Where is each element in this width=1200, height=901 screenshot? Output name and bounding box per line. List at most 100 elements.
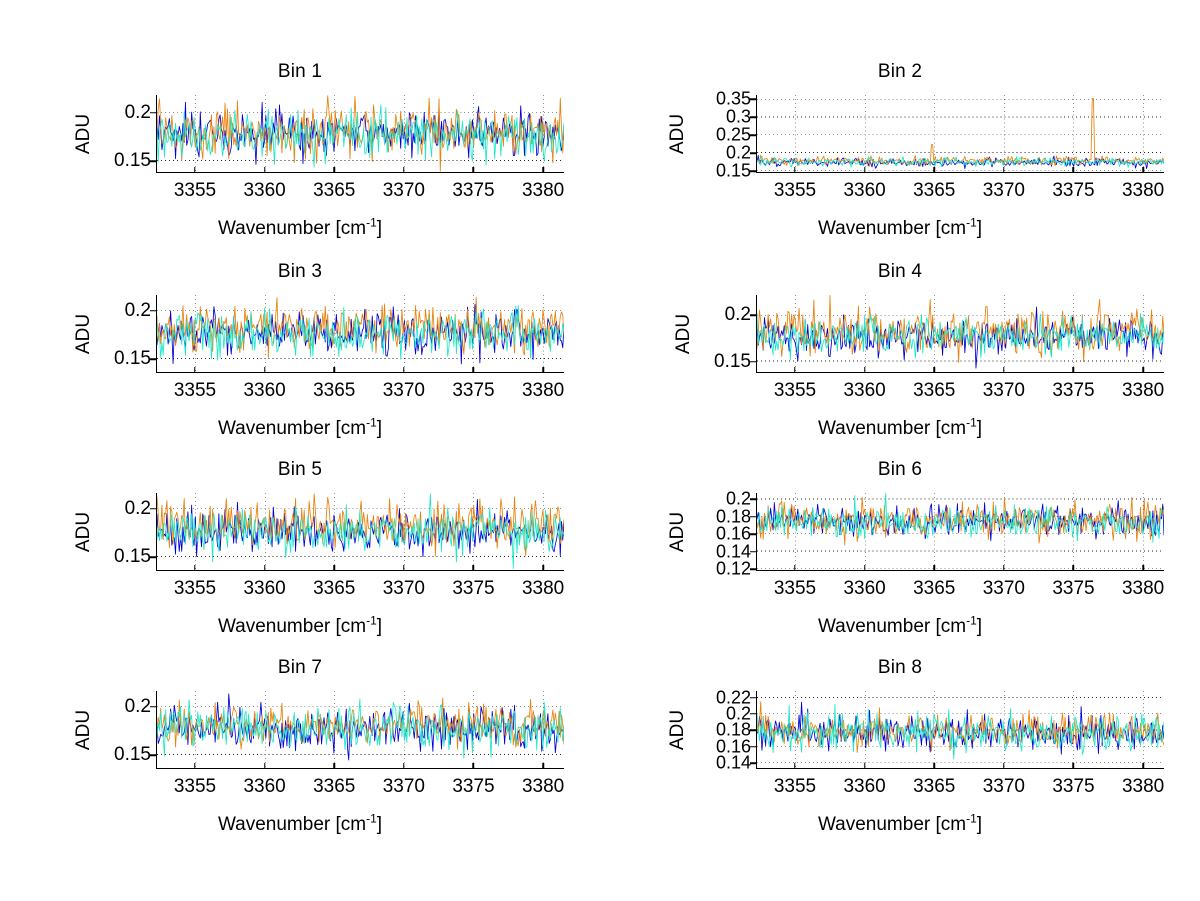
x-tick-label: 3360 bbox=[243, 380, 286, 401]
y-tick-label: 0.25 bbox=[715, 124, 751, 145]
x-tick-mark bbox=[472, 763, 475, 769]
y-axis-label: ADU bbox=[73, 511, 94, 553]
x-tick-mark bbox=[333, 367, 335, 373]
x-axis-label-exponent: -1 bbox=[366, 811, 377, 826]
y-tick-mark bbox=[750, 98, 756, 101]
x-tick-label: 3375 bbox=[452, 776, 495, 797]
x-tick-mark bbox=[863, 763, 866, 769]
plot-area-2 bbox=[756, 95, 1164, 173]
x-tick-mark bbox=[472, 565, 475, 571]
subplot-panel-3: Bin 3 0.15 0.2 3355 3360 3365 3370 3375 3380 ADU W… bbox=[0, 255, 600, 451]
x-tick-mark bbox=[403, 367, 405, 373]
x-tick-mark bbox=[403, 763, 405, 769]
x-tick-label: 3360 bbox=[843, 578, 886, 599]
y-tick-label: 0.18 bbox=[715, 506, 751, 527]
x-tick-label: 3375 bbox=[1052, 380, 1095, 401]
y-axis-label: ADU bbox=[673, 313, 694, 355]
x-axis-label: Wavenumber [cm-1] bbox=[600, 215, 1200, 240]
y-tick-mark bbox=[750, 696, 756, 699]
x-tick-mark bbox=[1003, 167, 1005, 173]
x-axis-label-text: Wavenumber [cm bbox=[817, 616, 967, 637]
x-tick-mark bbox=[333, 167, 335, 173]
subplot-panel-4: Bin 4 0.15 0.2 3355 3360 3365 3370 3375 3380 ADU W… bbox=[600, 255, 1200, 451]
x-axis-label: Wavenumber [cm-1] bbox=[600, 417, 1200, 440]
x-tick-label: 3375 bbox=[452, 578, 495, 599]
y-tick-mark bbox=[150, 705, 156, 708]
x-axis-label-bracket: ] bbox=[976, 418, 983, 439]
y-tick-mark bbox=[750, 568, 756, 570]
x-tick-mark bbox=[263, 167, 266, 173]
subplot-title-5: Bin 5 bbox=[277, 459, 323, 480]
x-tick-mark bbox=[863, 565, 866, 571]
x-tick-label: 3380 bbox=[1121, 776, 1165, 797]
x-axis-label: Wavenumber [cm-1] bbox=[600, 813, 1200, 836]
x-axis-label-text: Wavenumber [cm bbox=[217, 418, 367, 439]
axes-2: 0.15 0.2 0.25 0.3 0.35 3355 3360 3365 3370 3375 33… bbox=[716, 89, 1164, 201]
x-tick-label: 3370 bbox=[382, 180, 425, 201]
x-tick-label: 3365 bbox=[313, 776, 356, 797]
x-tick-mark bbox=[472, 167, 475, 173]
x-tick-label: 3365 bbox=[313, 578, 356, 599]
x-tick-label: 3355 bbox=[773, 776, 817, 797]
y-axis-label: ADU bbox=[667, 511, 688, 553]
x-tick-label: 3375 bbox=[1052, 578, 1095, 599]
x-tick-label: 3355 bbox=[173, 380, 217, 401]
plot-area-5 bbox=[156, 493, 564, 571]
x-axis-label-exponent: -1 bbox=[966, 215, 977, 230]
y-tick-mark bbox=[150, 111, 156, 114]
y-tick-mark bbox=[150, 507, 156, 510]
x-tick-label: 3375 bbox=[452, 380, 495, 401]
x-tick-mark bbox=[794, 763, 796, 769]
subplot-panel-1: Bin 1 0.15 0.2 3355 3360 3365 3370 3375 3380 ADU W… bbox=[0, 55, 600, 251]
x-tick-mark bbox=[1142, 367, 1144, 373]
x-tick-label: 3375 bbox=[1052, 180, 1095, 201]
y-tick-label: 0.15 bbox=[114, 744, 151, 766]
y-tick-mark bbox=[750, 515, 756, 518]
y-tick-label: 0.35 bbox=[715, 88, 751, 109]
x-tick-mark bbox=[333, 565, 335, 571]
x-tick-label: 3370 bbox=[982, 578, 1025, 599]
subplot-panel-6: Bin 6 0.12 0.14 0.16 0.18 0.2 3355 3360 3365 3370… bbox=[600, 453, 1200, 649]
y-tick-label: 0.2 bbox=[124, 695, 151, 717]
subplot-title-3: Bin 3 bbox=[277, 261, 323, 282]
x-tick-mark bbox=[933, 565, 935, 571]
x-axis-label-bracket: ] bbox=[376, 218, 383, 239]
y-tick-label: 0.14 bbox=[715, 541, 751, 562]
y-tick-label: 0.2 bbox=[724, 304, 751, 326]
plot-area-8 bbox=[756, 691, 1164, 769]
x-tick-mark bbox=[794, 167, 796, 173]
x-tick-mark bbox=[933, 367, 935, 373]
y-axis-label: ADU bbox=[73, 709, 94, 751]
y-tick-mark bbox=[750, 152, 756, 154]
x-tick-label: 3370 bbox=[982, 380, 1025, 401]
x-tick-mark bbox=[1003, 565, 1005, 571]
y-tick-label: 0.16 bbox=[715, 523, 751, 544]
y-tick-mark bbox=[750, 116, 756, 119]
x-axis-label-exponent: -1 bbox=[366, 415, 377, 430]
x-axis-label-bracket: ] bbox=[976, 218, 983, 239]
y-tick-mark bbox=[750, 713, 756, 715]
y-tick-mark bbox=[750, 361, 756, 363]
y-tick-label: 0.2 bbox=[725, 142, 751, 163]
y-tick-label: 0.15 bbox=[114, 150, 151, 172]
subplot-panel-7: Bin 7 0.15 0.2 3355 3360 3365 3370 3375 3380 ADU W… bbox=[0, 651, 600, 847]
x-tick-label: 3365 bbox=[913, 578, 956, 599]
plot-area-7 bbox=[156, 691, 564, 769]
x-tick-label: 3365 bbox=[913, 776, 956, 797]
x-tick-label: 3380 bbox=[521, 180, 565, 201]
y-tick-mark bbox=[750, 498, 756, 500]
x-axis-label-exponent: -1 bbox=[966, 613, 977, 628]
subplot-title-2: Bin 2 bbox=[877, 61, 923, 82]
y-tick-label: 0.3 bbox=[725, 106, 751, 127]
x-tick-label: 3360 bbox=[243, 776, 286, 797]
x-tick-label: 3380 bbox=[521, 380, 565, 401]
y-tick-label: 0.15 bbox=[714, 350, 751, 372]
x-tick-mark bbox=[403, 565, 405, 571]
x-tick-label: 3370 bbox=[382, 776, 425, 797]
x-axis-label-bracket: ] bbox=[976, 814, 983, 835]
x-tick-mark bbox=[263, 367, 266, 373]
subplot-panel-8: Bin 8 0.14 0.16 0.18 0.2 0.22 3355 3360 3365 3370… bbox=[600, 651, 1200, 847]
x-axis-label-text: Wavenumber [cm bbox=[217, 616, 367, 637]
x-tick-label: 3370 bbox=[982, 776, 1025, 797]
